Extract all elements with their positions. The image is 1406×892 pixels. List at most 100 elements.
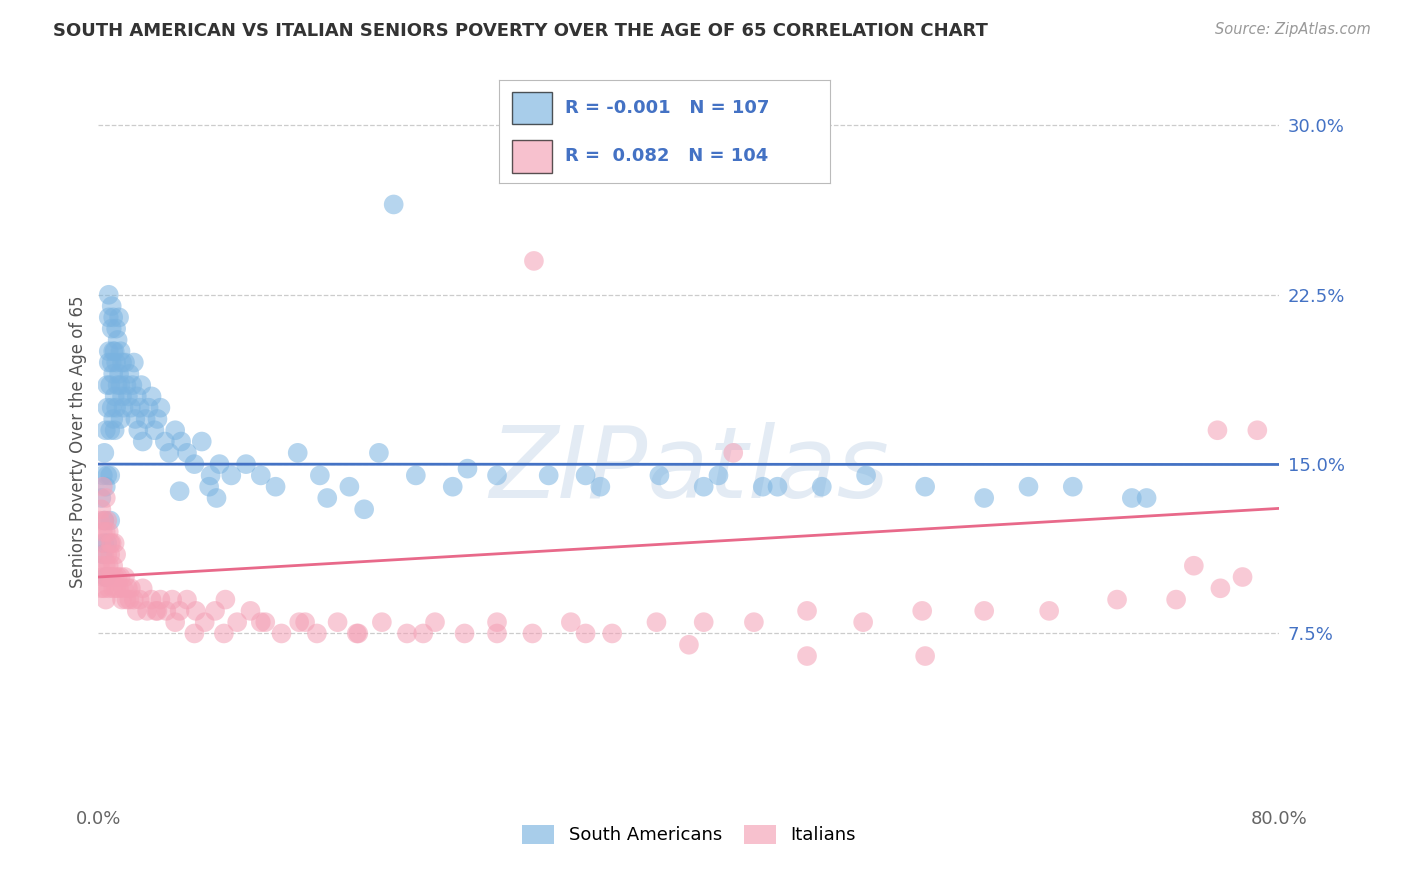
Point [125, 389, 148, 403]
Point [94, 592, 117, 607]
Point [1232, 570, 1254, 584]
Point [405, 468, 427, 483]
Point [94, 570, 117, 584]
Point [127, 423, 149, 437]
Point [110, 412, 132, 426]
Point [146, 604, 169, 618]
Point [94, 423, 117, 437]
Point [90, 582, 112, 596]
Point [486, 615, 509, 630]
Point [98, 468, 121, 483]
Point [94, 558, 117, 573]
Point [117, 582, 139, 596]
Text: R =  0.082   N = 104: R = 0.082 N = 104 [565, 147, 769, 165]
Point [108, 367, 131, 381]
Point [226, 615, 249, 630]
Point [339, 480, 361, 494]
Point [141, 592, 163, 607]
Point [796, 604, 818, 618]
Point [96, 378, 118, 392]
Point [111, 355, 134, 369]
Point [90, 502, 112, 516]
Point [453, 626, 475, 640]
Point [742, 615, 765, 630]
Text: R = -0.001   N = 107: R = -0.001 N = 107 [565, 99, 769, 117]
Point [105, 355, 128, 369]
Point [523, 253, 546, 268]
Point [648, 468, 671, 483]
Point [114, 570, 136, 584]
Point [96, 536, 118, 550]
Point [170, 434, 193, 449]
Point [165, 423, 187, 437]
Point [486, 468, 509, 483]
Point [94, 524, 117, 539]
Point [96, 514, 118, 528]
Point [1246, 423, 1268, 437]
Point [294, 615, 316, 630]
Point [205, 491, 228, 505]
Point [973, 491, 995, 505]
Point [575, 626, 598, 640]
Point [108, 310, 131, 325]
Point [94, 491, 117, 505]
Point [264, 480, 287, 494]
Point [125, 604, 148, 618]
FancyBboxPatch shape [512, 92, 553, 124]
Point [100, 355, 122, 369]
Point [111, 389, 134, 403]
Point [852, 615, 875, 630]
Point [1018, 480, 1040, 494]
Point [91, 480, 114, 494]
Point [326, 615, 349, 630]
Point [128, 592, 150, 607]
Y-axis label: Seniors Poverty Over the Age of 65: Seniors Poverty Over the Age of 65 [69, 295, 87, 588]
Point [105, 321, 128, 335]
Point [108, 582, 131, 596]
Point [208, 457, 231, 471]
Point [122, 355, 145, 369]
Point [766, 480, 789, 494]
Point [93, 514, 115, 528]
Point [96, 468, 118, 483]
Point [165, 615, 187, 630]
Point [368, 446, 391, 460]
Point [98, 570, 121, 584]
Point [104, 570, 127, 584]
Point [155, 604, 177, 618]
Point [112, 401, 135, 415]
Point [522, 626, 544, 640]
Point [104, 536, 127, 550]
Point [382, 197, 405, 211]
Point [194, 615, 217, 630]
Text: ZIPatlas: ZIPatlas [489, 422, 889, 519]
Point [93, 446, 115, 460]
Point [198, 480, 221, 494]
Point [353, 502, 375, 516]
Point [100, 299, 122, 313]
Point [107, 378, 129, 392]
Point [118, 367, 141, 381]
Point [100, 401, 122, 415]
Point [96, 570, 118, 584]
Point [221, 468, 243, 483]
Point [103, 344, 125, 359]
Point [287, 446, 309, 460]
Point [111, 592, 134, 607]
Point [169, 484, 191, 499]
Point [254, 615, 277, 630]
Point [91, 548, 114, 562]
Point [645, 615, 668, 630]
Point [316, 491, 339, 505]
Point [98, 423, 121, 437]
Point [176, 446, 198, 460]
Point [103, 367, 125, 381]
Point [97, 287, 120, 301]
Point [149, 401, 172, 415]
Point [575, 468, 598, 483]
Point [693, 615, 716, 630]
Point [104, 389, 127, 403]
Point [347, 626, 370, 640]
Point [96, 548, 118, 562]
Point [810, 480, 832, 494]
